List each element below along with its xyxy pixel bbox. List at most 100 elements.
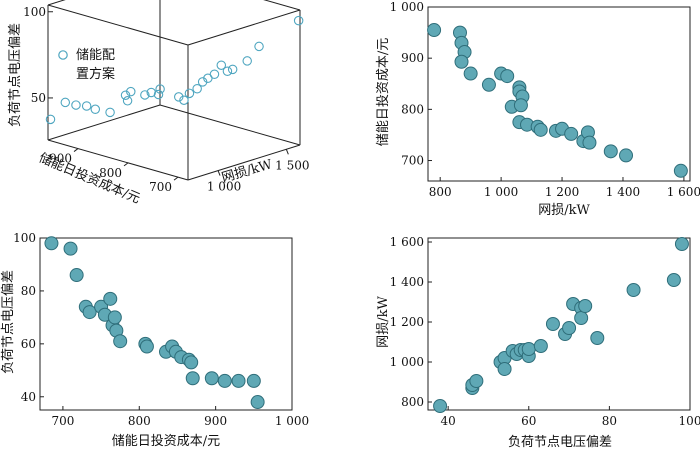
panel-c-data-point <box>204 371 219 386</box>
panel-a-points <box>45 15 304 125</box>
panel-b-data-point <box>564 126 579 141</box>
panel-a-data-point <box>105 107 115 118</box>
panel-a-x-tick-mark <box>285 149 289 155</box>
panel-c-data-point <box>231 373 246 388</box>
panel-a-edge <box>159 104 301 146</box>
panel-a-data-point <box>60 97 71 108</box>
panel-a-y-tick-mark <box>73 148 79 152</box>
panel-a-data-point <box>140 90 150 100</box>
panel-a-y-tick-label: 800 <box>99 166 122 180</box>
panel-c-data-point <box>69 268 84 283</box>
panel-d-data-point <box>590 331 605 345</box>
panel-c-data-point <box>107 310 122 325</box>
panel-a-data-point <box>293 15 304 26</box>
panel-a-ticks: 1 000 1 500 900 800 700 100 50 <box>23 5 309 194</box>
panel-a-data-point <box>192 83 202 94</box>
panel-c-data-point <box>103 291 118 306</box>
panel-b-data-point <box>481 77 496 92</box>
panel-b-y-tick-label: 800 <box>401 102 424 116</box>
panel-a-x-tick-mark <box>217 170 221 176</box>
panel-b-y-tick-label: 1 000 <box>390 0 424 14</box>
panel-a-data-point <box>126 86 136 97</box>
panel-a-edge <box>187 144 301 181</box>
panel-b-x-tick-label: 1 000 <box>484 185 518 199</box>
panel-d-y-axis-label: 网损/kW <box>376 296 391 348</box>
panel-a-edge <box>47 0 66 6</box>
panel-d-axes: 40 60 80 100 800 1 000 1 200 1 400 1 600 <box>390 235 700 428</box>
panel-d-y-tick-label: 1 400 <box>390 275 424 289</box>
panel-b-x-tick-label: 800 <box>429 185 452 199</box>
panel-d-points <box>433 237 689 413</box>
panel-a-data-point <box>155 84 165 94</box>
panel-a-edge <box>47 139 189 181</box>
panel-c-data-point <box>217 373 232 388</box>
panel-a-data-point <box>184 88 195 99</box>
panel-d-data-point <box>533 339 548 353</box>
panel-b-data-point <box>619 148 634 163</box>
panel-c-x-tick-label: 800 <box>128 414 151 428</box>
panel-a-data-point <box>146 87 156 98</box>
panel-c-data-point <box>44 236 59 251</box>
panel-b-y-tick-label: 900 <box>401 51 424 65</box>
panel-a-data-point <box>216 60 227 70</box>
panel-d-x-tick-label: 100 <box>679 414 700 428</box>
panel-b-x-tick-label: 1 600 <box>667 185 700 199</box>
panel-b-data-point <box>513 98 528 113</box>
panel-a-data-point <box>227 64 238 75</box>
panel-c-y-tick-label: 40 <box>21 390 36 404</box>
panel-a-data-point <box>209 69 220 80</box>
panel-b-data-point <box>454 54 469 69</box>
panel-a-legend-line-1: 储能配 <box>76 48 115 63</box>
panel-a-y-tick-mark <box>173 176 179 181</box>
panel-a-legend-line-2: 置方案 <box>76 66 115 82</box>
panel-a-z-tick-label: 50 <box>31 91 46 105</box>
panel-a-legend-marker <box>58 50 68 60</box>
panel-c-data-point <box>139 339 154 354</box>
panel-a-3d-scatter: 1 000 1 500 900 800 700 100 50 储能配 置方案 负荷节点电压偏… <box>8 0 310 207</box>
panel-c-y-axis-label: 负荷节点电压偏差 <box>1 270 16 374</box>
panel-d-y-tick-label: 1 200 <box>390 315 424 329</box>
panel-c-x-tick-label: 700 <box>51 414 74 428</box>
panel-b-y-axis-label: 储能日投资成本/元 <box>375 38 391 146</box>
panel-a-data-point <box>153 89 164 100</box>
panel-d-data-point <box>497 362 512 376</box>
panel-d-data-point <box>578 299 593 313</box>
panel-c-plot-frame <box>39 237 293 411</box>
panel-d-plot-frame <box>427 237 691 411</box>
panel-b-data-point <box>582 135 597 150</box>
panel-d-data-point <box>574 311 589 325</box>
panel-c-data-point <box>185 371 200 386</box>
panel-a-y-tick-label: 700 <box>149 180 172 194</box>
panel-a-data-point <box>242 56 252 66</box>
panel-d-x-axis-label: 负荷节点电压偏差 <box>508 435 612 450</box>
panel-d-data-point <box>562 321 577 335</box>
panel-a-box-frame <box>47 0 301 181</box>
panel-c-data-point <box>250 395 265 410</box>
panel-c-points <box>44 236 265 410</box>
panel-b-data-point <box>463 66 478 81</box>
panel-d-data-point <box>433 399 448 413</box>
panel-b-data-point <box>673 163 688 178</box>
panel-c-x-tick-label: 1 000 <box>275 414 309 428</box>
panel-b-scatter: 800 1 000 1 200 1 400 1 600 700 800 900 1 000 网损… <box>375 0 700 218</box>
panel-a-y-tick-mark <box>123 162 129 167</box>
panel-a-data-point <box>90 104 101 115</box>
panel-d-y-tick-label: 1 600 <box>390 235 424 249</box>
panel-c-scatter: 700 800 900 1 000 40 60 80 100 储能日投资成本/元 负荷节点电压… <box>1 231 309 449</box>
panel-b-x-tick-label: 1 400 <box>606 185 640 199</box>
panel-d-data-point <box>545 317 560 331</box>
panel-a-z-axis-label: 负荷节点电压偏差 <box>8 23 23 127</box>
panel-a-data-point <box>122 96 133 106</box>
panel-b-data-point <box>500 69 515 84</box>
panel-a-x-tick-label: 1 000 <box>207 180 241 194</box>
panel-a-z-tick-label: 100 <box>23 5 46 19</box>
panel-b-data-point <box>533 122 548 137</box>
panel-a-data-point <box>254 41 264 52</box>
panel-c-data-point <box>246 373 261 388</box>
panel-b-data-point <box>603 144 618 159</box>
panel-a-edge <box>187 9 301 46</box>
panel-c-x-tick-label: 900 <box>204 414 227 428</box>
panel-d-data-point <box>674 237 689 251</box>
panel-d-x-tick-label: 60 <box>521 414 536 428</box>
